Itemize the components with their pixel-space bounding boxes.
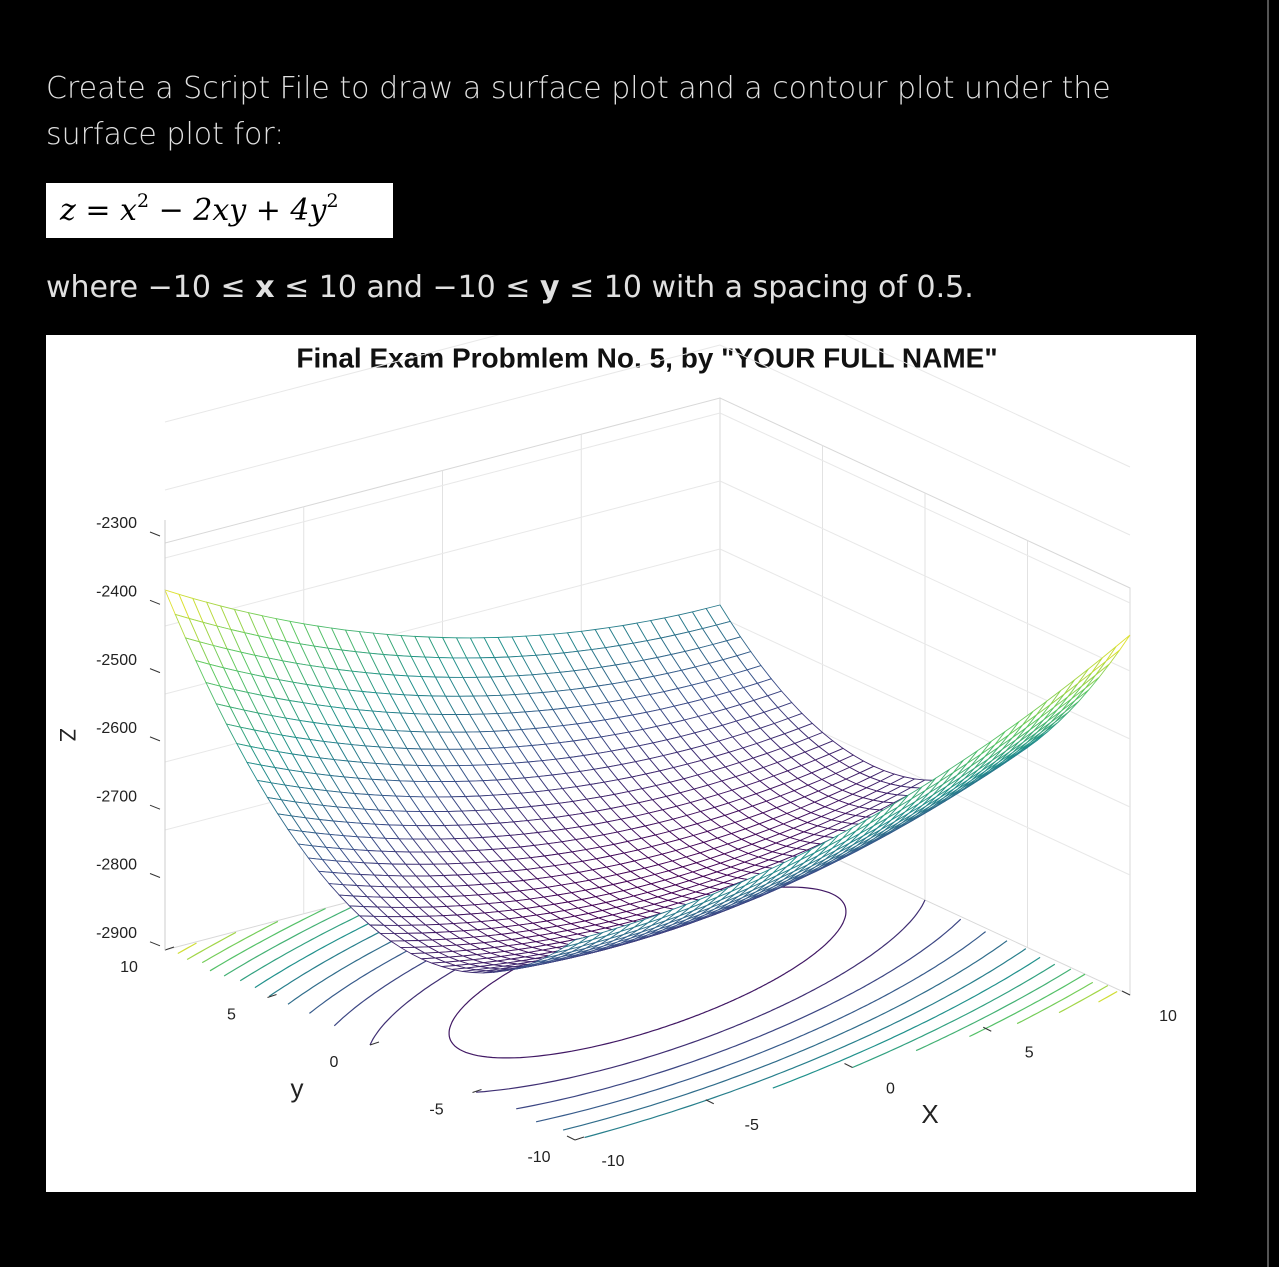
y-tick (267, 994, 277, 998)
z-tick-label: -2700 (96, 788, 137, 805)
wall-grid (719, 344, 1131, 536)
y-tick (369, 1041, 380, 1046)
z-tick (149, 804, 161, 810)
range: where −10 ≤ x ≤ 10 and −10 ≤ y ≤ 10 with… (46, 266, 974, 310)
x-label: X (921, 1099, 938, 1129)
range-text: where −10 ≤ (46, 270, 256, 305)
z-label: Z (55, 728, 80, 741)
y-tick-label: -10 (527, 1149, 550, 1166)
x-tick (566, 1135, 576, 1141)
x-tick (1121, 990, 1131, 996)
z-tick (149, 531, 161, 537)
y-tick-label: 5 (227, 1007, 236, 1024)
y-tick-label: 10 (120, 959, 138, 976)
z-tick-label: -2800 (96, 857, 137, 874)
range-var: y (539, 270, 560, 305)
box-wall (719, 397, 1131, 996)
eq-text: − 2xy + 4y (149, 193, 327, 228)
x-tick (983, 1026, 992, 1032)
z-tick (149, 736, 161, 742)
x-tick-label: -10 (601, 1153, 624, 1170)
x-tick (844, 1063, 853, 1068)
z-tick-label: -2400 (96, 584, 137, 601)
wall-grid (719, 480, 1131, 672)
z-tick (149, 941, 161, 947)
intro: Create a Script File to draw a surface p… (46, 71, 1111, 152)
x-tick-label: 0 (886, 1081, 895, 1098)
eq-sup: 2 (326, 190, 339, 212)
z-tick-label: -2500 (96, 652, 137, 669)
z-tick-label: -2600 (96, 720, 137, 737)
y-label: y (291, 1073, 304, 1103)
range-text: ≤ 10 and −10 ≤ (274, 270, 540, 305)
contour (209, 907, 1086, 1038)
y-tick (164, 946, 175, 951)
wall-grid (719, 412, 1131, 604)
border (1267, 0, 1269, 1267)
x-tick-label: -5 (745, 1117, 759, 1134)
z-tick (149, 668, 161, 674)
y-tick-label: 0 (330, 1054, 339, 1071)
x-tick-label: 10 (1159, 1008, 1177, 1025)
wall-grid (843, 335, 1131, 468)
wall-grid (719, 616, 1131, 808)
x-tick (705, 1099, 714, 1105)
contour (177, 942, 1118, 1003)
equation: z = x2 − 2xy + 4y2 (46, 183, 393, 238)
wall-grid (164, 344, 721, 491)
wall-grid (164, 335, 500, 423)
wall-grid (164, 412, 721, 559)
range-var: x (255, 270, 275, 305)
z-tick (149, 599, 161, 605)
eq-text: z = x (60, 193, 137, 228)
contour (186, 931, 1109, 1014)
y-tick (472, 1089, 482, 1093)
contour (201, 920, 1094, 1025)
z-tick-label: -2900 (96, 925, 137, 942)
figure-title: Final Exam Probmlem No. 5, by "YOUR FULL… (296, 342, 997, 373)
wall-grid (164, 480, 721, 627)
eq-sup: 2 (136, 190, 150, 212)
figure: Final Exam Probmlem No. 5, by "YOUR FULL… (46, 335, 1196, 1192)
x-tick-label: 5 (1025, 1044, 1034, 1061)
z-tick-label: -2300 (96, 515, 137, 532)
y-tick (574, 1136, 585, 1141)
y-tick-label: -5 (429, 1102, 443, 1119)
range-text: ≤ 10 with a spacing of 0.5. (559, 270, 974, 305)
z-tick (149, 873, 161, 878)
surface-cell (564, 935, 590, 948)
